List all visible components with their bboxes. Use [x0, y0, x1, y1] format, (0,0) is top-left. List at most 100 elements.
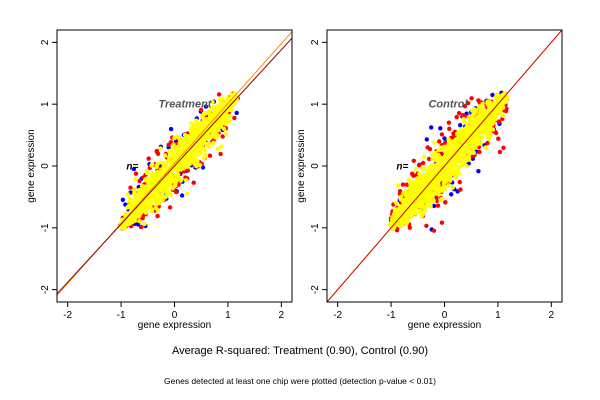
data-point	[134, 200, 140, 205]
data-point	[194, 164, 199, 169]
data-point	[196, 150, 201, 155]
data-point	[464, 158, 469, 163]
data-point	[154, 148, 160, 154]
data-point	[191, 144, 196, 149]
data-point	[206, 109, 212, 114]
data-point	[490, 92, 495, 98]
data-point	[185, 191, 190, 196]
data-point	[215, 146, 221, 152]
data-point	[471, 150, 476, 155]
data-point	[424, 223, 429, 228]
data-point	[144, 187, 149, 193]
data-point	[210, 99, 215, 105]
data-point	[474, 132, 480, 138]
data-point	[176, 144, 181, 150]
data-point	[446, 120, 452, 125]
data-point	[431, 228, 437, 233]
data-point	[414, 182, 419, 187]
data-point	[170, 157, 175, 162]
data-point	[474, 136, 479, 141]
data-point	[389, 221, 394, 226]
data-point	[168, 192, 173, 198]
data-point	[442, 136, 447, 141]
data-point	[144, 199, 149, 204]
data-point	[154, 201, 160, 206]
x-tick-label: -1	[117, 310, 126, 321]
data-point	[171, 184, 177, 189]
data-point	[424, 204, 429, 209]
x-tick-label: 0	[442, 310, 448, 321]
data-point	[479, 130, 485, 135]
data-point	[418, 174, 424, 179]
y-tick-label: -1	[310, 223, 321, 232]
data-point	[164, 187, 170, 192]
data-point	[158, 167, 164, 172]
y-tick-label: -2	[40, 285, 51, 294]
data-point	[485, 140, 490, 146]
data-point	[183, 159, 189, 165]
data-point	[392, 218, 397, 223]
data-point	[428, 204, 433, 209]
data-point	[464, 164, 469, 169]
data-point	[178, 166, 184, 172]
data-point	[419, 214, 424, 219]
data-point	[178, 152, 183, 158]
data-point	[220, 134, 225, 139]
data-point	[453, 137, 459, 142]
data-point	[408, 181, 413, 186]
data-point	[485, 120, 490, 125]
data-point	[213, 109, 218, 114]
data-point	[454, 114, 459, 120]
data-point	[461, 135, 466, 141]
y-tick-label: 1	[40, 101, 51, 107]
data-point	[432, 140, 437, 145]
data-point	[131, 166, 137, 172]
data-point	[125, 192, 131, 197]
data-point	[436, 192, 442, 197]
data-point	[179, 193, 185, 198]
data-point	[167, 205, 173, 210]
data-point	[417, 162, 422, 167]
data-point	[170, 146, 176, 151]
data-point	[169, 171, 175, 176]
data-point	[163, 178, 168, 183]
data-point	[135, 222, 141, 227]
data-point	[424, 177, 429, 182]
data-point	[213, 129, 219, 134]
data-point	[486, 127, 492, 132]
y-tick-label: 0	[310, 163, 321, 169]
data-point	[139, 202, 145, 208]
data-point	[397, 205, 403, 210]
data-point	[478, 141, 483, 146]
data-point	[195, 131, 200, 136]
data-point	[197, 121, 202, 126]
data-point	[396, 183, 401, 188]
data-point	[132, 187, 137, 192]
data-point	[128, 185, 133, 190]
data-point	[133, 171, 139, 176]
data-point	[500, 102, 505, 108]
data-point	[457, 151, 463, 156]
data-point	[173, 151, 179, 156]
y-axis-label: gene expression	[296, 129, 307, 202]
data-point	[443, 200, 448, 205]
data-point	[454, 143, 460, 148]
data-point	[182, 165, 187, 170]
x-tick-label: -1	[387, 310, 396, 321]
data-point	[216, 92, 222, 97]
data-point	[469, 122, 474, 128]
data-point	[483, 123, 488, 129]
data-point	[494, 92, 500, 97]
data-point	[501, 145, 506, 150]
data-point	[473, 118, 479, 124]
data-point	[455, 131, 460, 136]
data-point	[477, 104, 482, 110]
data-point	[198, 140, 203, 145]
data-point	[134, 213, 139, 218]
data-point	[488, 114, 493, 120]
data-point	[462, 104, 468, 109]
data-point	[426, 184, 432, 190]
data-point	[185, 168, 191, 173]
data-point	[405, 219, 410, 224]
